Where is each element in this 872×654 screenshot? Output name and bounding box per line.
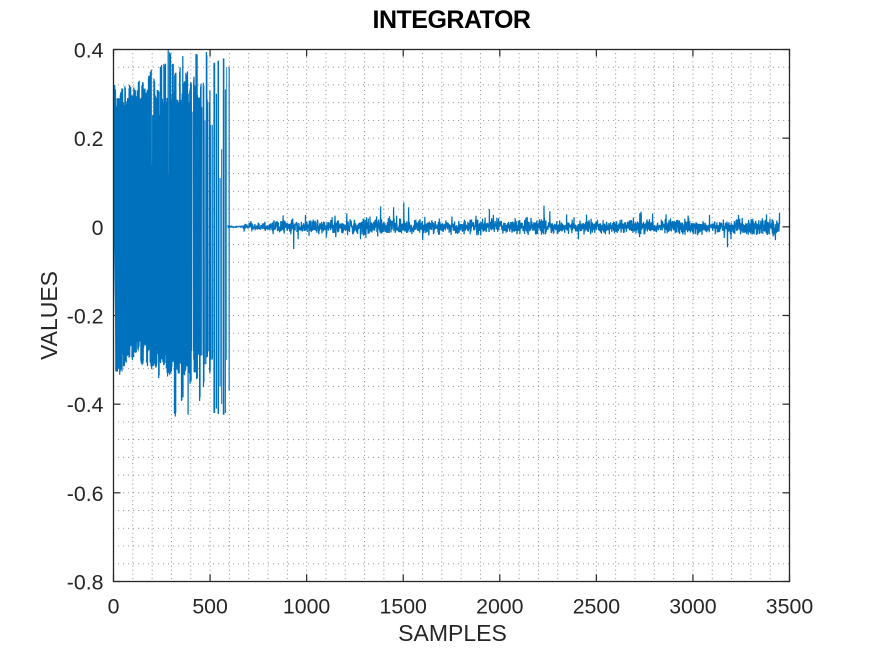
- svg-text:SAMPLES: SAMPLES: [398, 620, 507, 646]
- svg-text:500: 500: [192, 595, 228, 619]
- svg-text:-0.6: -0.6: [67, 482, 104, 506]
- svg-text:0: 0: [92, 216, 104, 240]
- svg-text:3000: 3000: [669, 595, 717, 619]
- svg-text:1500: 1500: [380, 595, 428, 619]
- svg-text:-0.2: -0.2: [67, 305, 104, 329]
- svg-text:0.2: 0.2: [74, 127, 104, 151]
- svg-text:3500: 3500: [766, 595, 814, 619]
- svg-text:0.4: 0.4: [74, 39, 104, 63]
- svg-text:INTEGRATOR: INTEGRATOR: [373, 6, 531, 34]
- svg-text:1000: 1000: [283, 595, 331, 619]
- svg-text:-0.8: -0.8: [67, 571, 104, 595]
- svg-text:0: 0: [108, 595, 120, 619]
- svg-text:VALUES: VALUES: [36, 271, 62, 360]
- svg-text:-0.4: -0.4: [67, 393, 104, 417]
- svg-text:2500: 2500: [573, 595, 621, 619]
- svg-text:2000: 2000: [476, 595, 524, 619]
